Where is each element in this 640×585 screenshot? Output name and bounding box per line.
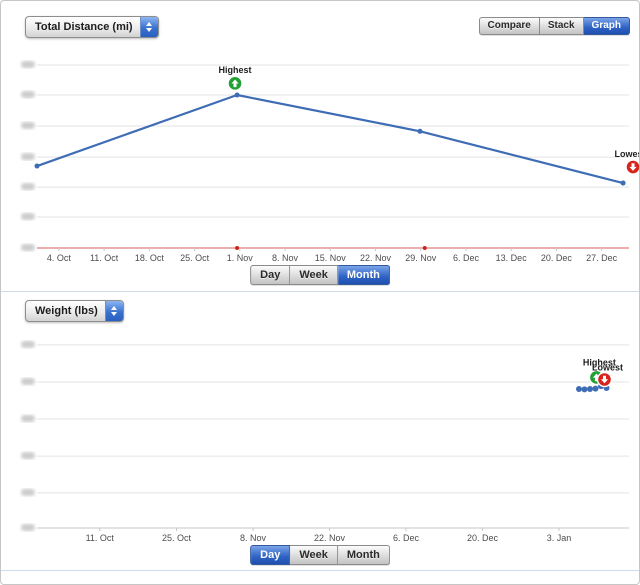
lowest-annotation-label: Lowest xyxy=(592,362,623,372)
weight-panel: 11. Oct 25. Oct 8. Nov 22. Nov 6. Dec 20. Dec… xyxy=(1,292,639,584)
week-button[interactable]: Week xyxy=(290,265,338,285)
day-button[interactable]: Day xyxy=(250,265,291,285)
x-axis-label: 18. Oct xyxy=(135,253,165,263)
distance-panel: 4. Oct 11. Oct 18. Oct 25. Oct 1. Nov 8. Nov 1… xyxy=(1,1,639,292)
weight-point[interactable] xyxy=(586,386,593,393)
down-arrow-icon xyxy=(600,375,609,384)
y-axis-label-blurred xyxy=(21,153,35,161)
graph-button[interactable]: Graph xyxy=(583,17,630,35)
x-axis-label: 6. Dec xyxy=(453,253,480,263)
select-stepper-icon xyxy=(104,301,123,321)
y-axis-label-blurred xyxy=(21,121,35,129)
y-axis-label-blurred xyxy=(21,452,35,460)
y-axis-label-blurred xyxy=(21,213,35,221)
compare-button[interactable]: Compare xyxy=(478,17,540,35)
x-axis-label: 4. Oct xyxy=(47,253,72,263)
day-button[interactable]: Day xyxy=(250,545,291,565)
down-arrow-icon xyxy=(146,28,153,32)
down-arrow-icon xyxy=(111,312,118,316)
x-axis-label: 25. Oct xyxy=(180,253,210,263)
up-arrow-icon xyxy=(146,22,153,26)
x-axis-label: 25. Oct xyxy=(162,533,192,543)
y-axis-label-blurred xyxy=(21,183,35,191)
x-axis-label: 15. Nov xyxy=(315,253,347,263)
x-axis-label: 1. Nov xyxy=(227,253,254,263)
month-button[interactable]: Month xyxy=(337,545,390,565)
chart-mode-toggle: Compare Stack Graph xyxy=(478,17,630,35)
x-axis-label: 8. Nov xyxy=(240,533,267,543)
total-distance-point[interactable] xyxy=(34,163,40,169)
y-axis-label-blurred xyxy=(21,415,35,423)
highest-annotation-label: Highest xyxy=(219,65,252,75)
y-axis-label-blurred xyxy=(21,488,35,496)
axis-marker-dot[interactable] xyxy=(422,246,427,250)
x-axis-label: 29. Nov xyxy=(405,253,437,263)
x-axis-label: 20. Dec xyxy=(541,253,573,263)
x-axis-label: 6. Dec xyxy=(393,533,420,543)
x-axis-label: 8. Nov xyxy=(272,253,299,263)
y-axis-label-blurred xyxy=(21,377,35,385)
total-distance-line xyxy=(36,93,624,185)
bottom-divider xyxy=(1,570,639,571)
x-axis-label: 22. Nov xyxy=(360,253,392,263)
weight-point[interactable] xyxy=(592,385,599,392)
down-arrow-icon xyxy=(629,163,637,171)
period-toggle-distance: Day Week Month xyxy=(250,265,390,285)
y-axis-label-blurred xyxy=(21,340,35,348)
lowest-annotation-label: Lowest xyxy=(615,149,639,159)
up-arrow-icon xyxy=(231,79,239,88)
total-distance-point[interactable] xyxy=(234,92,240,98)
metric-select-distance[interactable]: Total Distance (mi) xyxy=(25,16,159,38)
period-toggle-weight: Day Week Month xyxy=(250,545,390,565)
month-button[interactable]: Month xyxy=(337,265,390,285)
distance-chart: 4. Oct 11. Oct 18. Oct 25. Oct 1. Nov 8. Nov 1… xyxy=(21,61,639,263)
y-axis-label-blurred xyxy=(21,244,35,251)
weight-point[interactable] xyxy=(581,386,588,393)
up-arrow-icon xyxy=(592,373,601,382)
metric-select-weight[interactable]: Weight (lbs) xyxy=(25,300,124,322)
y-axis-label-blurred xyxy=(21,61,35,69)
weight-chart: 11. Oct 25. Oct 8. Nov 22. Nov 6. Dec 20. Dec… xyxy=(21,340,629,543)
weight-point[interactable] xyxy=(575,386,582,393)
axis-marker-dot[interactable] xyxy=(235,246,240,250)
up-arrow-icon xyxy=(111,306,118,310)
stack-button[interactable]: Stack xyxy=(539,17,584,35)
week-button[interactable]: Week xyxy=(290,545,338,565)
x-axis-label: 20. Dec xyxy=(467,533,499,543)
x-axis-label: 11. Oct xyxy=(86,533,115,543)
select-stepper-icon xyxy=(139,17,158,37)
x-axis-label: 3. Jan xyxy=(547,533,572,543)
total-distance-point[interactable] xyxy=(620,180,626,186)
y-axis-label-blurred xyxy=(21,524,35,531)
highest-annotation-label: Highest xyxy=(583,357,616,367)
metric-select-label: Weight (lbs) xyxy=(35,305,98,317)
metric-select-label: Total Distance (mi) xyxy=(35,21,133,33)
y-axis-label-blurred xyxy=(21,91,35,99)
x-axis-label: 22. Nov xyxy=(314,533,346,543)
x-axis-label: 27. Dec xyxy=(586,253,618,263)
total-distance-point[interactable] xyxy=(417,128,423,134)
x-axis-label: 13. Dec xyxy=(496,253,528,263)
x-axis-label: 11. Oct xyxy=(90,253,119,263)
